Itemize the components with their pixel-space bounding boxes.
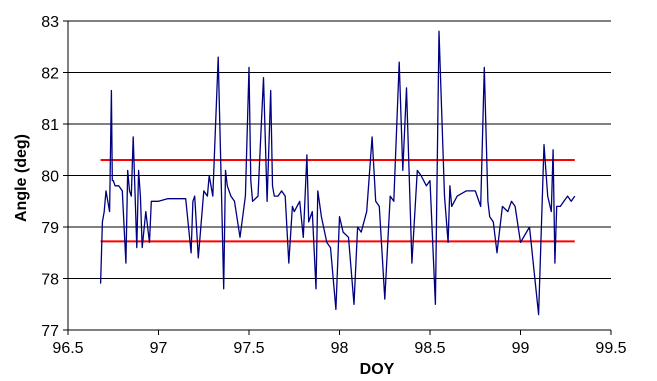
y-tick-labels: 77 78 79 80 81 82 83: [41, 14, 59, 340]
data-series: [99, 30, 576, 316]
x-tick-label: 99: [512, 340, 530, 357]
x-tick-label: 99.5: [595, 340, 626, 357]
reference-lines: [100, 159, 575, 243]
y-tick-label: 78: [41, 272, 59, 289]
axes: [63, 20, 612, 335]
x-tick-label: 97.5: [233, 340, 264, 357]
y-tick-label: 79: [41, 220, 59, 237]
y-tick-label: 83: [41, 14, 59, 31]
y-tick-label: 80: [41, 169, 59, 186]
x-tick-label: 98: [331, 340, 349, 357]
horizontal-gridlines: [68, 20, 611, 331]
y-axis-title: Angle (deg): [13, 134, 30, 222]
x-tick-label: 97: [150, 340, 168, 357]
y-tick-label: 77: [41, 323, 59, 340]
x-tick-label: 96.5: [52, 340, 83, 357]
x-tick-labels: 96.5 97 97.5 98 98.5 99 99.5: [52, 340, 626, 357]
x-axis-title: DOY: [360, 361, 395, 378]
y-tick-label: 82: [41, 66, 59, 83]
x-tick-label: 98.5: [414, 340, 445, 357]
y-tick-label: 81: [41, 117, 59, 134]
series-line: [99, 30, 576, 316]
